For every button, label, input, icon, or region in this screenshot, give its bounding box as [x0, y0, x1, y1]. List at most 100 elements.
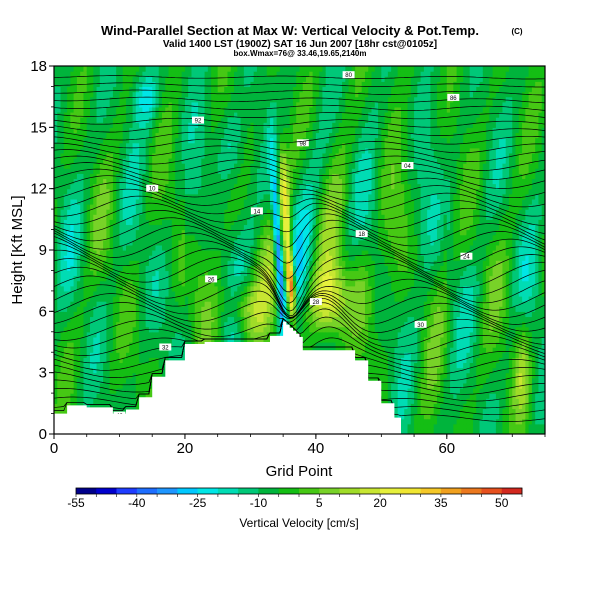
field-cell [194, 132, 199, 139]
field-cell [234, 147, 238, 154]
field-cell [273, 91, 278, 98]
field-cell [148, 106, 153, 113]
field-cell [237, 296, 242, 302]
field-cell [86, 214, 91, 220]
field-cell [181, 260, 186, 266]
field-cell [103, 71, 107, 77]
field-cell [119, 178, 124, 185]
field-cell [247, 193, 251, 200]
field-cell [148, 239, 153, 246]
field-cell [220, 117, 225, 123]
field-cell [93, 321, 98, 328]
field-cell [273, 81, 278, 88]
field-cell [76, 290, 81, 297]
field-cell [273, 326, 278, 333]
field-cell [227, 285, 232, 292]
field-cell [90, 306, 94, 312]
field-cell [240, 224, 245, 231]
field-cell [175, 183, 179, 190]
field-cell [270, 275, 274, 282]
field-cell [145, 382, 150, 389]
field-cell [162, 372, 166, 379]
field-cell [184, 316, 189, 323]
field-cell [57, 382, 62, 389]
field-cell [63, 96, 68, 103]
field-cell [54, 183, 58, 190]
field-cell [178, 137, 183, 144]
field-cell [112, 224, 117, 231]
field-cell [116, 224, 121, 231]
field-cell [171, 188, 176, 195]
field-cell [73, 357, 78, 364]
field-cell [103, 178, 107, 185]
field-cell [168, 198, 173, 205]
field-cell [90, 285, 94, 292]
field-cell [139, 193, 143, 200]
field-cell [188, 336, 193, 343]
field-cell [165, 290, 170, 297]
field-cell [135, 311, 140, 318]
field-cell [273, 214, 278, 220]
field-cell [175, 255, 179, 261]
field-cell [99, 255, 104, 261]
field-cell [142, 316, 147, 323]
field-cell [256, 280, 261, 287]
field-cell [155, 81, 160, 88]
field-cell [214, 158, 219, 164]
field-cell [90, 91, 94, 98]
field-cell [270, 112, 274, 118]
field-cell [70, 178, 75, 185]
field-cell [207, 250, 212, 256]
field-cell [54, 96, 58, 103]
field-cell [67, 224, 71, 231]
field-cell [152, 290, 157, 297]
field-cell [119, 66, 124, 72]
field-cell [168, 306, 173, 312]
field-cell [178, 91, 183, 98]
field-cell [93, 306, 98, 312]
field-cell [126, 367, 130, 374]
field-cell [247, 117, 251, 123]
field-cell [165, 86, 170, 93]
field-cell [191, 204, 196, 210]
field-cell [106, 101, 111, 108]
field-cell [67, 382, 71, 389]
field-cell [184, 239, 189, 246]
field-cell [54, 408, 58, 415]
field-cell [260, 96, 265, 103]
field-cell [155, 229, 160, 236]
field-cell [211, 204, 215, 210]
field-cell [211, 224, 215, 231]
field-cell [263, 106, 268, 113]
field-cell [57, 377, 62, 384]
field-cell [155, 76, 160, 82]
field-cell [106, 377, 111, 384]
field-cell [80, 224, 85, 231]
field-cell [116, 347, 121, 353]
field-cell [152, 285, 157, 292]
field-cell [178, 285, 183, 292]
field-cell [129, 158, 134, 164]
field-cell [86, 101, 91, 108]
field-cell [145, 229, 150, 236]
field-cell [237, 168, 242, 174]
field-cell [224, 188, 229, 195]
field-cell [112, 188, 117, 195]
field-cell [211, 260, 215, 266]
field-cell [263, 127, 268, 134]
field-cell [220, 260, 225, 266]
field-cell [247, 173, 251, 180]
field-cell [273, 255, 278, 261]
field-cell [76, 393, 81, 399]
field-cell [243, 127, 248, 134]
field-cell [162, 260, 166, 266]
field-cell [217, 66, 222, 72]
field-cell [93, 71, 98, 77]
field-cell [162, 214, 166, 220]
field-cell [83, 86, 88, 93]
field-cell [109, 388, 114, 394]
field-cell [279, 331, 284, 338]
field-cell [126, 188, 130, 195]
field-cell [178, 352, 183, 358]
field-cell [122, 193, 127, 200]
